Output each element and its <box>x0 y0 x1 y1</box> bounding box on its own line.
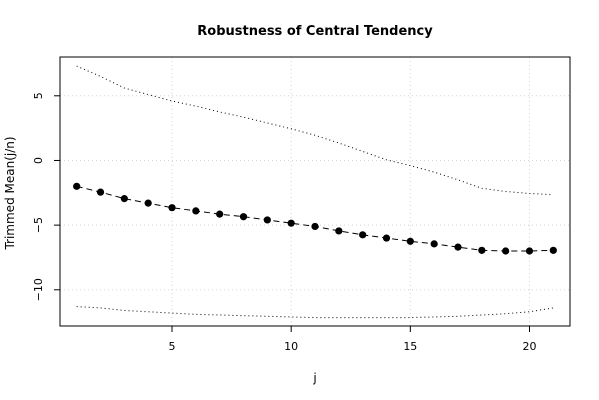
mean-series-point <box>287 219 295 227</box>
y-tick-label: −5 <box>32 217 45 233</box>
x-tick-label: 15 <box>403 340 417 353</box>
y-axis-label: Trimmed Mean(j/n) <box>3 136 17 250</box>
mean-series-point <box>549 246 557 254</box>
mean-series-point <box>502 247 510 255</box>
mean-series-point <box>382 234 391 242</box>
y-tick-label: 0 <box>32 157 45 164</box>
mean-series-point <box>406 237 414 245</box>
mean-series-point <box>525 247 534 255</box>
mean-series-point <box>120 195 128 203</box>
mean-series-point <box>216 210 224 218</box>
y-tick-label: 5 <box>32 92 45 99</box>
chart-title: Robustness of Central Tendency <box>197 24 433 39</box>
bound-series-line <box>76 65 554 196</box>
mean-series-point <box>430 240 438 248</box>
mean-series-point <box>239 213 248 221</box>
mean-series-point <box>168 204 176 212</box>
mean-series-line <box>76 185 554 252</box>
grid-lines <box>60 57 570 326</box>
mean-series-point <box>311 222 319 231</box>
mean-series-point <box>192 207 200 215</box>
x-tick-label: 20 <box>522 340 536 353</box>
bound-series-line <box>76 306 554 319</box>
mean-series-point <box>454 243 462 251</box>
mean-series-point <box>73 182 81 190</box>
axes: 5 10 15 20 −10 −5 0 5 <box>32 92 536 353</box>
y-tick-label: −10 <box>32 278 45 301</box>
mean-series-point <box>96 188 105 196</box>
plot-frame <box>59 56 571 327</box>
mean-series-point <box>335 227 343 235</box>
series-layer <box>73 65 557 319</box>
mean-series-point <box>263 216 271 224</box>
x-tick-label: 5 <box>169 340 176 353</box>
mean-series-point <box>359 231 367 239</box>
x-axis-label: j <box>312 371 316 385</box>
mean-series-point <box>144 199 152 207</box>
mean-series-point <box>478 246 486 254</box>
x-tick-label: 10 <box>284 340 298 353</box>
